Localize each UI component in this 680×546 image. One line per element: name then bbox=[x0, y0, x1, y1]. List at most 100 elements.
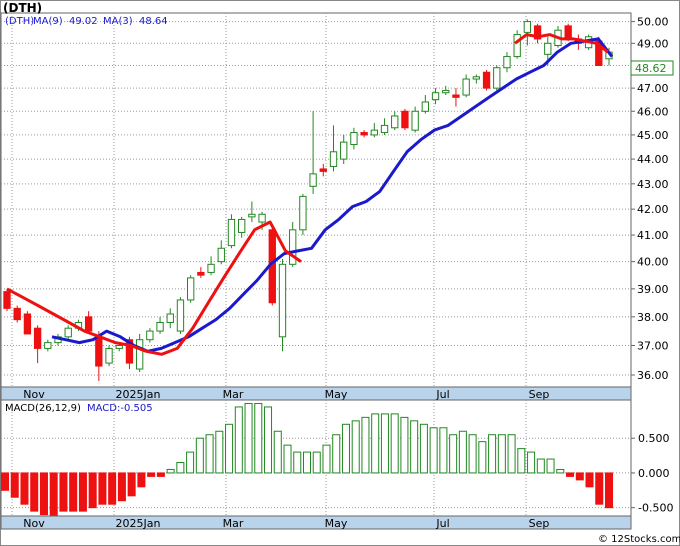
macd-bar-positive bbox=[186, 451, 195, 474]
candle-body-down bbox=[401, 110, 409, 129]
macd-bar-negative bbox=[39, 472, 48, 516]
macd-bar-negative bbox=[30, 472, 39, 512]
macd-bar-positive bbox=[517, 448, 526, 474]
ma3-line bbox=[6, 220, 302, 356]
macd-bar-positive bbox=[390, 413, 399, 474]
macd-bar-positive bbox=[166, 468, 175, 474]
candle-body-up bbox=[493, 67, 501, 89]
ma3-value: 48.64 bbox=[139, 16, 168, 27]
macd-bar-positive bbox=[429, 427, 438, 474]
macd-bar-positive bbox=[312, 451, 321, 474]
candle-body-down bbox=[482, 71, 491, 89]
macd-bar-positive bbox=[400, 416, 409, 474]
macd-bar-positive bbox=[234, 406, 243, 474]
macd-value-label: MACD:-0.505 bbox=[87, 403, 153, 414]
macd-bar-positive bbox=[371, 413, 380, 474]
candle-body-up bbox=[289, 229, 297, 265]
price-tick-label: 42.00 bbox=[637, 203, 669, 216]
macd-x-tick-label: Mar bbox=[223, 517, 244, 530]
macd-bar-positive bbox=[176, 462, 185, 474]
candle-body-up bbox=[135, 339, 144, 370]
price-x-tick-label: Sep bbox=[529, 388, 550, 401]
watermark: © 12Stocks.com bbox=[598, 534, 680, 545]
price-tick-label: 43.00 bbox=[637, 178, 669, 191]
candle-body-up bbox=[340, 141, 348, 160]
macd-bar-positive bbox=[488, 434, 497, 474]
macd-bar-negative bbox=[0, 472, 10, 491]
candle-body-up bbox=[350, 132, 358, 146]
price-x-axis-labels: Nov 2025Jan Mar May Jul Sep bbox=[23, 388, 549, 401]
macd-bar-positive bbox=[264, 406, 273, 474]
candle-body-up bbox=[513, 34, 521, 58]
moving-average-lines bbox=[6, 33, 614, 356]
macd-bar-positive bbox=[351, 420, 360, 474]
macd-x-tick-label: Nov bbox=[23, 517, 45, 530]
macd-bar-positive bbox=[536, 458, 545, 474]
candlestick-series bbox=[3, 19, 613, 381]
candle-body-up bbox=[391, 115, 399, 129]
candle-body-up bbox=[380, 124, 389, 134]
price-y-axis: 50.0049.0048.0047.0046.0045.0044.0043.00… bbox=[631, 16, 669, 382]
candle-body-up bbox=[472, 76, 481, 80]
candle-body-up bbox=[411, 110, 419, 131]
macd-x-tick-label: May bbox=[325, 517, 348, 530]
candle-body-up bbox=[166, 313, 174, 323]
price-tick-label: 44.00 bbox=[637, 153, 669, 166]
candle-body-down bbox=[360, 132, 368, 136]
macd-bar-negative bbox=[59, 472, 68, 512]
macd-label: MACD(26,12,9) bbox=[5, 403, 81, 414]
macd-bar-negative bbox=[575, 472, 584, 481]
price-tick-label: 49.00 bbox=[637, 37, 669, 50]
candle-body-down bbox=[95, 336, 103, 367]
candle-body-down bbox=[125, 339, 134, 364]
candle-body-up bbox=[217, 247, 225, 263]
candle-body-down bbox=[319, 168, 327, 172]
candle-body-down bbox=[533, 25, 542, 40]
candle-body-up bbox=[309, 173, 317, 187]
price-x-tick-label: Jul bbox=[435, 388, 449, 401]
candle-body-up bbox=[207, 263, 215, 273]
macd-tick-label: 0.000 bbox=[638, 467, 670, 480]
macd-bar-positive bbox=[380, 413, 389, 474]
macd-bar-positive bbox=[273, 430, 282, 474]
macd-x-tick-label: 2025Jan bbox=[116, 517, 161, 530]
price-grid bbox=[1, 13, 631, 387]
macd-bar-negative bbox=[156, 472, 165, 477]
candle-body-down bbox=[3, 291, 11, 309]
price-tick-label: 47.00 bbox=[637, 82, 669, 95]
price-tick-label: 38.00 bbox=[637, 311, 669, 324]
price-tick-label: 46.00 bbox=[637, 105, 669, 118]
macd-tick-label: 0.500 bbox=[638, 432, 670, 445]
macd-bar-negative bbox=[127, 472, 136, 497]
macd-bar-negative bbox=[69, 472, 78, 512]
macd-bar-positive bbox=[468, 434, 477, 474]
candle-body-up bbox=[176, 299, 185, 332]
candle-body-down bbox=[452, 94, 460, 98]
macd-bar-positive bbox=[478, 441, 487, 474]
price-tick-label: 37.00 bbox=[637, 340, 669, 353]
candle-body-up bbox=[248, 213, 256, 218]
candle-body-up bbox=[258, 213, 266, 223]
macd-histogram bbox=[0, 402, 614, 517]
macd-tick-label: -0.500 bbox=[638, 502, 673, 515]
candle-body-up bbox=[329, 151, 338, 167]
macd-bar-positive bbox=[225, 423, 234, 474]
price-tick-label: 40.00 bbox=[637, 256, 669, 269]
candle-body-up bbox=[503, 56, 511, 69]
candle-body-up bbox=[421, 101, 430, 112]
candle-body-up bbox=[299, 195, 307, 231]
last-price-box bbox=[630, 60, 674, 76]
macd-bar-negative bbox=[117, 472, 126, 502]
macd-bar-positive bbox=[507, 434, 516, 474]
macd-bar-negative bbox=[604, 472, 614, 509]
macd-bar-positive bbox=[419, 423, 428, 474]
macd-bar-positive bbox=[215, 430, 224, 474]
price-tick-label: 39.00 bbox=[637, 283, 669, 296]
macd-bar-positive bbox=[449, 434, 458, 474]
macd-bar-positive bbox=[195, 437, 204, 474]
price-tick-label: 45.00 bbox=[637, 129, 669, 142]
macd-bar-negative bbox=[88, 472, 97, 509]
macd-bar-positive bbox=[322, 444, 331, 474]
price-tick-label: 36.00 bbox=[637, 369, 669, 382]
